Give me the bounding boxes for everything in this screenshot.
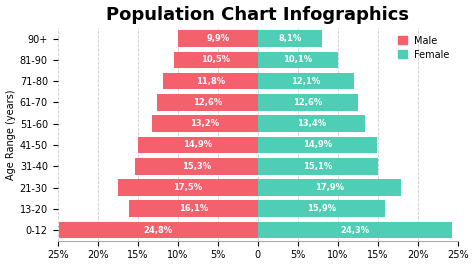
Text: 17,9%: 17,9% — [315, 183, 344, 192]
Text: 24,3%: 24,3% — [340, 226, 369, 235]
Text: 15,1%: 15,1% — [303, 162, 333, 171]
Text: 13,4%: 13,4% — [297, 119, 326, 128]
Bar — [257, 94, 358, 111]
Bar — [257, 115, 365, 132]
Bar — [138, 137, 257, 153]
Bar — [257, 179, 401, 196]
Bar — [135, 158, 257, 174]
Bar — [173, 52, 257, 68]
Title: Population Chart Infographics: Population Chart Infographics — [106, 6, 409, 24]
Text: 16,1%: 16,1% — [179, 204, 208, 213]
Legend: Male, Female: Male, Female — [395, 33, 453, 63]
Text: 10,5%: 10,5% — [201, 55, 230, 64]
Text: 12,6%: 12,6% — [293, 98, 323, 107]
Text: 12,6%: 12,6% — [192, 98, 222, 107]
Text: 17,5%: 17,5% — [173, 183, 202, 192]
Bar — [257, 73, 355, 89]
Bar — [129, 201, 257, 217]
Text: 11,8%: 11,8% — [196, 77, 225, 86]
Text: 14,9%: 14,9% — [183, 140, 212, 149]
Bar — [152, 115, 257, 132]
Text: 15,9%: 15,9% — [307, 204, 336, 213]
Y-axis label: Age Range (years): Age Range (years) — [6, 89, 16, 180]
Text: 8,1%: 8,1% — [278, 34, 301, 43]
Text: 12,1%: 12,1% — [292, 77, 320, 86]
Bar — [118, 179, 257, 196]
Text: 9,9%: 9,9% — [207, 34, 229, 43]
Bar — [157, 94, 257, 111]
Bar — [257, 201, 385, 217]
Bar — [257, 158, 378, 174]
Text: 13,2%: 13,2% — [190, 119, 219, 128]
Bar — [163, 73, 257, 89]
Text: 14,9%: 14,9% — [302, 140, 332, 149]
Bar — [59, 222, 257, 238]
Bar — [257, 222, 452, 238]
Text: 15,3%: 15,3% — [182, 162, 211, 171]
Bar — [178, 30, 257, 47]
Bar — [257, 137, 377, 153]
Bar — [257, 30, 322, 47]
Text: 24,8%: 24,8% — [144, 226, 173, 235]
Text: 10,1%: 10,1% — [283, 55, 312, 64]
Bar — [257, 52, 338, 68]
